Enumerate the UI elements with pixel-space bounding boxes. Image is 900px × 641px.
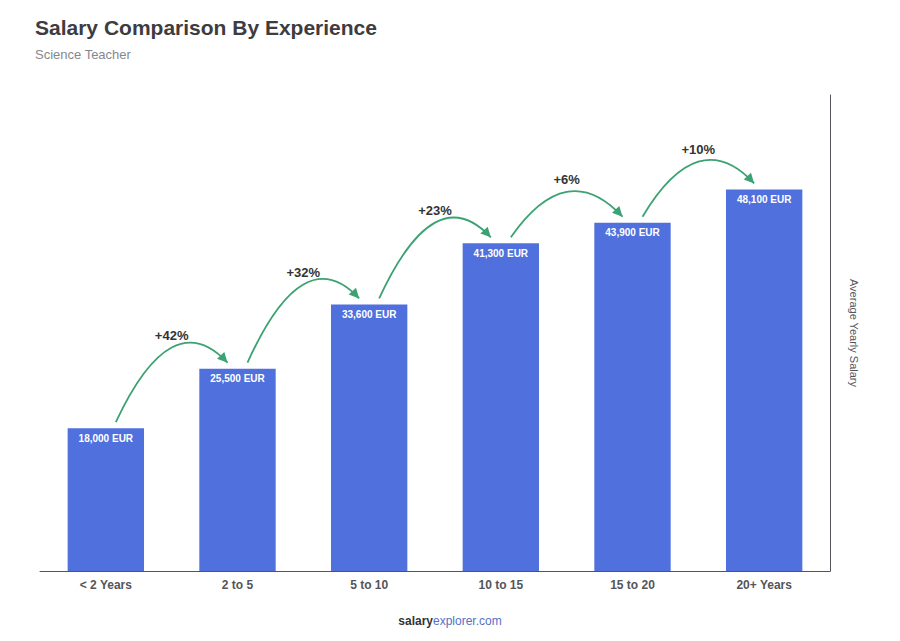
svg-text:33,600 EUR: 33,600 EUR	[342, 309, 397, 320]
svg-text:20+ Years: 20+ Years	[736, 578, 792, 592]
svg-text:+42%: +42%	[155, 328, 189, 343]
svg-text:41,300 EUR: 41,300 EUR	[474, 248, 529, 259]
svg-text:Average Yearly Salary: Average Yearly Salary	[848, 279, 860, 388]
svg-text:25,500 EUR: 25,500 EUR	[210, 373, 265, 384]
svg-text:Salary Comparison By Experienc: Salary Comparison By Experience	[35, 16, 377, 39]
svg-text:5 to 10: 5 to 10	[350, 578, 388, 592]
svg-text:explorer.com: explorer.com	[433, 614, 502, 628]
svg-text:43,900 EUR: 43,900 EUR	[605, 227, 660, 238]
svg-text:+10%: +10%	[682, 142, 716, 157]
svg-text:2 to 5: 2 to 5	[222, 578, 254, 592]
svg-text:+23%: +23%	[418, 203, 452, 218]
svg-text:18,000 EUR: 18,000 EUR	[79, 433, 134, 444]
svg-text:48,100 EUR: 48,100 EUR	[737, 194, 792, 205]
svg-text:15 to 20: 15 to 20	[610, 578, 655, 592]
svg-text:+6%: +6%	[553, 172, 580, 187]
svg-text:salary: salary	[398, 614, 433, 628]
svg-text:Science Teacher: Science Teacher	[35, 47, 132, 62]
svg-text:10 to 15: 10 to 15	[478, 578, 523, 592]
svg-text:< 2 Years: < 2 Years	[80, 578, 132, 592]
svg-text:+32%: +32%	[287, 265, 321, 280]
